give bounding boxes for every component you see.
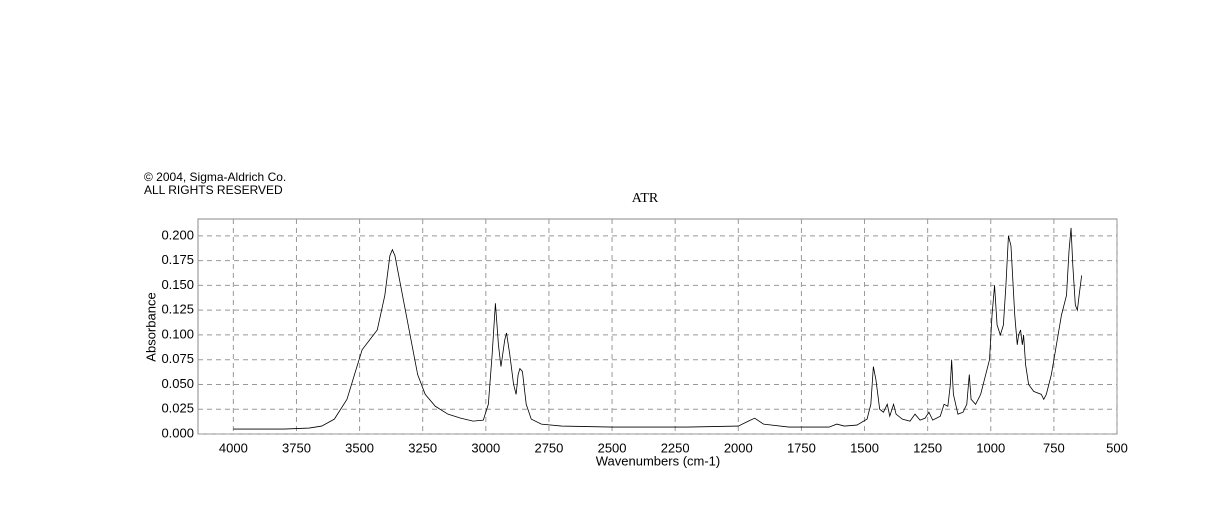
x-tick-label: 2500 <box>598 440 627 455</box>
x-tick-label: 1500 <box>850 440 879 455</box>
x-tick-label: 500 <box>1106 440 1128 455</box>
y-tick-label: 0.125 <box>161 302 194 317</box>
x-tick-label: 2750 <box>534 440 563 455</box>
x-tick-label: 3750 <box>282 440 311 455</box>
y-tick-label: 0.025 <box>161 401 194 416</box>
x-tick-label: 750 <box>1043 440 1065 455</box>
plot-frame <box>197 218 1118 435</box>
x-axis-label: Wavenumbers (cm-1) <box>596 453 720 468</box>
x-tick-label: 3250 <box>408 440 437 455</box>
chart-title: ATR <box>632 191 659 206</box>
x-tick-label: 2250 <box>661 440 690 455</box>
y-tick-label: 0.175 <box>161 252 194 267</box>
y-axis-label: Absorbance <box>143 292 158 361</box>
spectrum-line <box>233 227 1083 430</box>
y-tick-label: 0.050 <box>161 376 194 391</box>
y-tick-label: 0.075 <box>161 351 194 366</box>
copyright: ALL RIGHTS RESERVED <box>144 183 283 197</box>
x-tick-label: 3500 <box>345 440 374 455</box>
y-tick-label: 0.100 <box>161 326 194 341</box>
y-tick-label: 0.150 <box>161 277 194 292</box>
x-tick-label: 1250 <box>913 440 942 455</box>
x-tick-label: 1000 <box>976 440 1005 455</box>
y-tick-label: 0.200 <box>161 227 194 242</box>
x-tick-label: 3000 <box>471 440 500 455</box>
y-tick-label: 0.000 <box>161 425 194 440</box>
copyright: © 2004, Sigma-Aldrich Co. <box>144 170 286 184</box>
x-tick-label: 4000 <box>219 440 248 455</box>
x-tick-label: 1750 <box>787 440 816 455</box>
x-tick-label: 2000 <box>724 440 753 455</box>
